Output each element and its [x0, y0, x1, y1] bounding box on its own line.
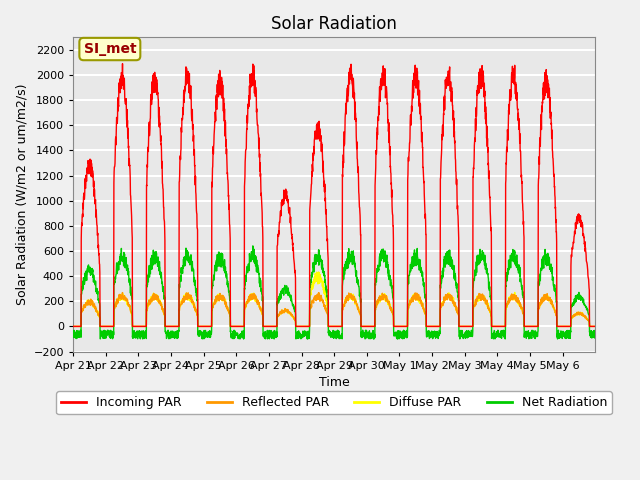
- Diffuse PAR: [492, 324, 499, 329]
- Net Radiation: [365, 328, 373, 334]
- Reflected PAR: [492, 324, 499, 329]
- Net Radiation: [249, 243, 257, 249]
- Line: Diffuse PAR: Diffuse PAR: [73, 272, 595, 326]
- Title: Solar Radiation: Solar Radiation: [271, 15, 397, 33]
- Diffuse PAR: [584, 317, 592, 323]
- Reflected PAR: [69, 324, 77, 329]
- Diffuse PAR: [234, 324, 242, 329]
- Diffuse PAR: [521, 324, 529, 329]
- Net Radiation: [591, 331, 599, 337]
- Reflected PAR: [365, 324, 373, 329]
- Net Radiation: [122, 265, 129, 271]
- X-axis label: Time: Time: [319, 376, 349, 389]
- Incoming PAR: [122, 101, 129, 107]
- Diffuse PAR: [365, 324, 373, 329]
- Line: Reflected PAR: Reflected PAR: [73, 293, 595, 326]
- Reflected PAR: [118, 290, 126, 296]
- Line: Net Radiation: Net Radiation: [73, 246, 595, 339]
- Incoming PAR: [584, 273, 592, 278]
- Reflected PAR: [584, 317, 592, 323]
- Net Radiation: [370, 336, 378, 342]
- Diffuse PAR: [591, 324, 599, 329]
- Text: SI_met: SI_met: [84, 42, 136, 56]
- Incoming PAR: [234, 324, 242, 329]
- Incoming PAR: [521, 324, 529, 329]
- Net Radiation: [69, 328, 77, 334]
- Reflected PAR: [521, 324, 529, 329]
- Net Radiation: [521, 331, 529, 337]
- Incoming PAR: [118, 61, 126, 67]
- Net Radiation: [584, 310, 592, 316]
- Incoming PAR: [365, 324, 373, 329]
- Incoming PAR: [492, 324, 499, 329]
- Line: Incoming PAR: Incoming PAR: [73, 64, 595, 326]
- Reflected PAR: [234, 324, 242, 329]
- Diffuse PAR: [122, 298, 129, 304]
- Y-axis label: Solar Radiation (W/m2 or um/m2/s): Solar Radiation (W/m2 or um/m2/s): [15, 84, 28, 305]
- Reflected PAR: [122, 295, 129, 301]
- Legend: Incoming PAR, Reflected PAR, Diffuse PAR, Net Radiation: Incoming PAR, Reflected PAR, Diffuse PAR…: [56, 391, 612, 414]
- Incoming PAR: [69, 324, 77, 329]
- Reflected PAR: [591, 324, 599, 329]
- Diffuse PAR: [69, 324, 77, 329]
- Net Radiation: [234, 332, 242, 337]
- Diffuse PAR: [315, 269, 323, 275]
- Incoming PAR: [591, 324, 599, 329]
- Net Radiation: [492, 332, 499, 337]
